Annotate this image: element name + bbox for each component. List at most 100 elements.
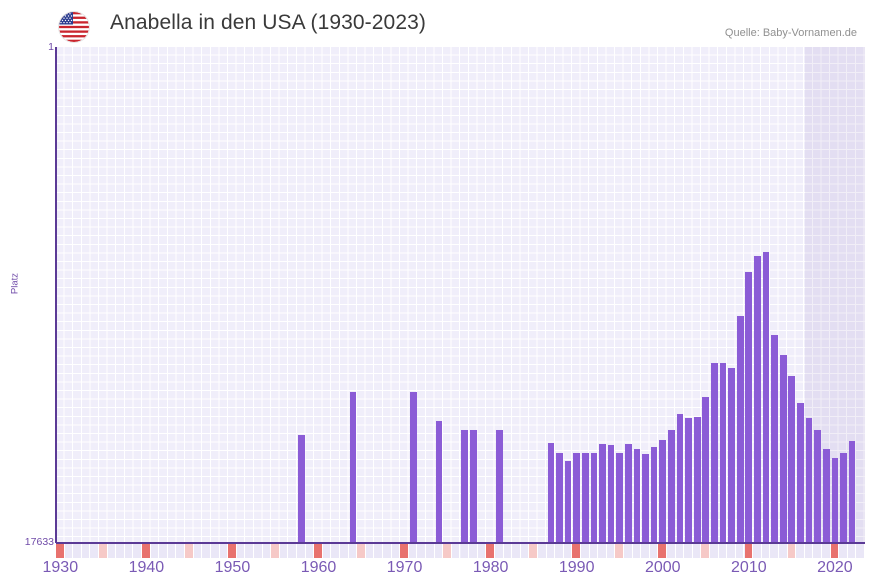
x-tick-2000: 2000	[644, 559, 681, 576]
strip-cell-2013	[770, 544, 779, 558]
bar-2005	[702, 397, 710, 543]
bar-2018	[814, 430, 821, 543]
bar-1988	[556, 453, 563, 543]
strip-cell-1948	[210, 544, 220, 558]
strip-cell-1965	[357, 544, 366, 558]
strip-cell-1964	[348, 544, 358, 558]
strip-cell-1975	[443, 544, 452, 558]
strip-cell-2022	[847, 544, 857, 558]
x-tick-1970: 1970	[386, 559, 423, 576]
strip-cell-2017	[804, 544, 814, 558]
strip-cell-1990	[572, 544, 581, 558]
x-axis-line	[56, 542, 865, 544]
strip-cell-1958	[296, 544, 306, 558]
strip-cell-2005	[701, 544, 711, 558]
strip-cell-1930	[56, 544, 65, 558]
strip-cell-1962	[331, 544, 340, 558]
strip-cell-2016	[796, 544, 805, 558]
bar-1974	[435, 420, 443, 543]
strip-cell-2006	[710, 544, 719, 558]
strip-cell-1980	[486, 544, 495, 558]
x-tick-1940: 1940	[128, 559, 165, 576]
strip-cell-2021	[839, 544, 848, 558]
strip-cell-1969	[391, 544, 401, 558]
strip-cell-1999	[649, 544, 659, 558]
bar-1992	[590, 452, 598, 543]
strip-cell-1971	[408, 544, 418, 558]
strip-cell-2019	[821, 544, 831, 558]
strip-cell-1998	[641, 544, 650, 558]
strip-cell-1943	[167, 544, 177, 558]
strip-cell-1981	[494, 544, 504, 558]
page-title: Anabella in den USA (1930-2023)	[110, 11, 426, 34]
strip-cell-1950	[228, 544, 237, 558]
strip-cell-1994	[606, 544, 616, 558]
strip-cell-1982	[503, 544, 513, 558]
strip-cell-2011	[753, 544, 762, 558]
strip-cell-2001	[667, 544, 676, 558]
bar-1987	[547, 442, 555, 543]
strip-cell-1944	[176, 544, 186, 558]
bar-1990	[573, 453, 581, 543]
decade-marker-strip	[56, 544, 865, 558]
bar-2011	[754, 256, 761, 543]
strip-cell-2008	[727, 544, 736, 558]
bar-1995	[616, 452, 624, 543]
strip-cell-1968	[383, 544, 392, 558]
strip-cell-1988	[555, 544, 564, 558]
bar-2010	[745, 272, 753, 543]
y-axis-line	[55, 47, 57, 543]
strip-cell-1983	[512, 544, 521, 558]
strip-cell-1984	[520, 544, 530, 558]
strip-cell-1960	[314, 544, 323, 558]
strip-cell-2004	[692, 544, 702, 558]
bar-2017	[805, 418, 813, 543]
x-tick-2020: 2020	[817, 559, 853, 576]
strip-cell-2007	[718, 544, 728, 558]
bar-1958	[297, 435, 305, 543]
strip-cell-1955	[271, 544, 280, 558]
x-tick-1960: 1960	[300, 559, 337, 576]
x-tick-1990: 1990	[558, 559, 595, 576]
strip-cell-1942	[159, 544, 168, 558]
bar-1977	[461, 430, 469, 543]
strip-cell-1974	[434, 544, 444, 558]
bar-1994	[607, 444, 615, 543]
strip-cell-2010	[744, 544, 754, 558]
strip-cell-1996	[624, 544, 633, 558]
strip-cell-2009	[735, 544, 745, 558]
strip-cell-1961	[322, 544, 332, 558]
chart-plot-area	[56, 47, 865, 543]
bar-1996	[624, 444, 632, 543]
bar-2008	[728, 367, 735, 543]
bar-1978	[470, 430, 477, 543]
strip-cell-1935	[99, 544, 108, 558]
strip-cell-2015	[787, 544, 797, 558]
strip-cell-2014	[778, 544, 788, 558]
bar-2007	[719, 362, 727, 543]
y-axis-tick-top: 1	[48, 41, 54, 53]
strip-cell-1951	[236, 544, 246, 558]
strip-cell-1946	[193, 544, 203, 558]
strip-cell-1970	[400, 544, 409, 558]
source-attribution: Quelle: Baby-Vornamen.de	[724, 27, 857, 39]
strip-cell-1939	[133, 544, 143, 558]
strip-cell-1954	[262, 544, 272, 558]
strip-cell-1978	[469, 544, 478, 558]
strip-cell-1934	[90, 544, 100, 558]
y-axis-tick-bottom: 17633	[24, 536, 54, 548]
strip-cell-1995	[615, 544, 624, 558]
bar-1997	[633, 449, 641, 543]
strip-cell-1973	[426, 544, 435, 558]
bar-1993	[599, 444, 606, 543]
strip-cell-2002	[675, 544, 685, 558]
bar-2014	[779, 354, 787, 543]
strip-cell-1957	[288, 544, 297, 558]
bar-2015	[788, 376, 796, 543]
strip-cell-1952	[245, 544, 254, 558]
bar-2004	[693, 417, 701, 543]
strip-cell-2018	[813, 544, 822, 558]
strip-cell-1991	[580, 544, 590, 558]
strip-cell-1938	[124, 544, 134, 558]
strip-cell-1963	[340, 544, 349, 558]
